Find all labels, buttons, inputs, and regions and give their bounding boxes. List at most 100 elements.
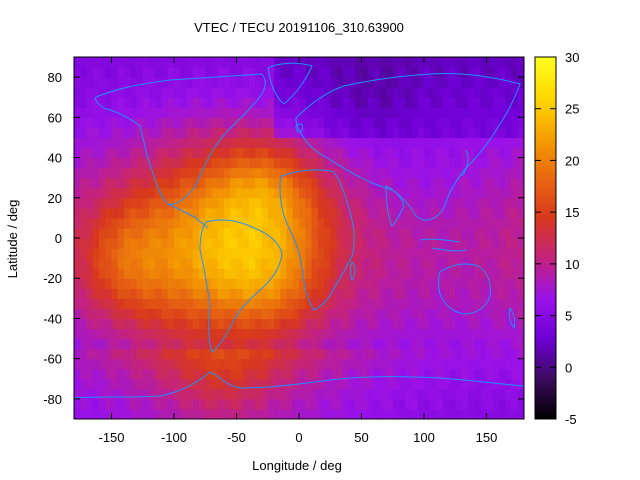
heatmap-cell	[299, 107, 306, 118]
heatmap-cell	[292, 358, 300, 370]
heatmap-cell	[392, 227, 400, 239]
heatmap-cell	[317, 298, 325, 309]
heatmap-cell	[361, 87, 369, 98]
heatmap-cell	[280, 388, 288, 400]
heatmap-cell	[305, 288, 313, 299]
heatmap-cell	[292, 248, 300, 259]
heatmap-cell	[355, 217, 363, 229]
heatmap-cell	[317, 177, 325, 189]
heatmap-cell	[430, 107, 438, 118]
heatmap-cell	[461, 127, 469, 139]
heatmap-cell	[474, 368, 481, 380]
heatmap-cell	[374, 97, 381, 108]
heatmap-cell	[249, 107, 256, 118]
heatmap-cell	[124, 358, 131, 370]
heatmap-cell	[230, 368, 238, 380]
heatmap-cell	[249, 197, 256, 209]
heatmap-cell	[305, 328, 313, 340]
colorbar-tick-label: 10	[565, 257, 579, 272]
heatmap-cell	[399, 408, 406, 419]
heatmap-cell	[142, 338, 150, 350]
heatmap-cell	[399, 358, 406, 370]
heatmap-cell	[505, 238, 513, 249]
heatmap-cell	[442, 358, 450, 370]
heatmap-cell	[330, 217, 338, 229]
heatmap-cell	[249, 278, 256, 289]
heatmap-cell	[517, 177, 524, 189]
heatmap-cell	[449, 117, 456, 128]
heatmap-cell	[311, 227, 319, 239]
heatmap-cell	[399, 338, 406, 350]
heatmap-cell	[92, 77, 100, 88]
heatmap-cell	[499, 258, 506, 269]
heatmap-cell	[367, 227, 375, 239]
heatmap-cell	[386, 368, 394, 380]
heatmap-cell	[86, 318, 94, 330]
heatmap-cell	[286, 328, 294, 340]
heatmap-cell	[474, 227, 481, 239]
heatmap-cell	[474, 187, 481, 199]
heatmap-cell	[224, 187, 231, 199]
heatmap-cell	[517, 378, 524, 390]
heatmap-cell	[411, 388, 419, 400]
heatmap-cell	[361, 278, 369, 289]
heatmap-cell	[399, 157, 406, 169]
heatmap-cell	[411, 87, 419, 98]
heatmap-cell	[217, 338, 225, 350]
heatmap-cell	[305, 197, 313, 209]
heatmap-cell	[211, 248, 219, 259]
heatmap-cell	[286, 338, 294, 350]
heatmap-cell	[405, 378, 413, 390]
heatmap-cell	[105, 127, 113, 139]
heatmap-cell	[411, 67, 419, 78]
heatmap-cell	[405, 77, 413, 88]
heatmap-cell	[192, 167, 200, 179]
heatmap-cell	[336, 288, 344, 299]
heatmap-cell	[149, 227, 156, 239]
heatmap-cell	[255, 298, 263, 309]
heatmap-cell	[417, 268, 425, 279]
heatmap-cell	[205, 298, 213, 309]
heatmap-cell	[117, 268, 125, 279]
heatmap-cell	[430, 308, 438, 320]
heatmap-cell	[311, 258, 319, 269]
heatmap-cell	[336, 87, 344, 98]
heatmap-cell	[92, 87, 100, 98]
heatmap-cell	[167, 177, 175, 189]
heatmap-cell	[205, 147, 213, 159]
heatmap-cell	[230, 107, 238, 118]
heatmap-cell	[292, 308, 300, 320]
heatmap-cell	[430, 217, 438, 229]
heatmap-cell	[180, 227, 188, 239]
heatmap-cell	[261, 358, 269, 370]
heatmap-cell	[405, 157, 413, 169]
heatmap-cell	[80, 298, 88, 309]
heatmap-cell	[242, 157, 250, 169]
heatmap-cell	[436, 127, 444, 139]
heatmap-cell	[505, 67, 513, 78]
heatmap-cell	[267, 177, 275, 189]
heatmap-cell	[180, 127, 188, 139]
heatmap-cell	[167, 107, 175, 118]
heatmap-cell	[467, 388, 475, 400]
heatmap-cell	[486, 167, 494, 179]
y-tick-label: -80	[43, 392, 62, 407]
heatmap-cell	[355, 408, 363, 419]
heatmap-cell	[224, 227, 231, 239]
heatmap-cell	[355, 127, 363, 139]
heatmap-cell	[192, 127, 200, 139]
heatmap-cell	[299, 157, 306, 169]
heatmap-cell	[105, 238, 113, 249]
heatmap-cell	[236, 308, 244, 320]
heatmap-cell	[336, 238, 344, 249]
heatmap-cell	[267, 288, 275, 299]
heatmap-cell	[342, 258, 350, 269]
heatmap-cell	[449, 187, 456, 199]
heatmap-cell	[430, 167, 438, 179]
heatmap-cell	[86, 67, 94, 78]
heatmap-cell	[80, 318, 88, 330]
heatmap-cell	[180, 378, 188, 390]
heatmap-cell	[117, 217, 125, 229]
heatmap-cell	[467, 348, 475, 360]
heatmap-cell	[455, 408, 463, 419]
